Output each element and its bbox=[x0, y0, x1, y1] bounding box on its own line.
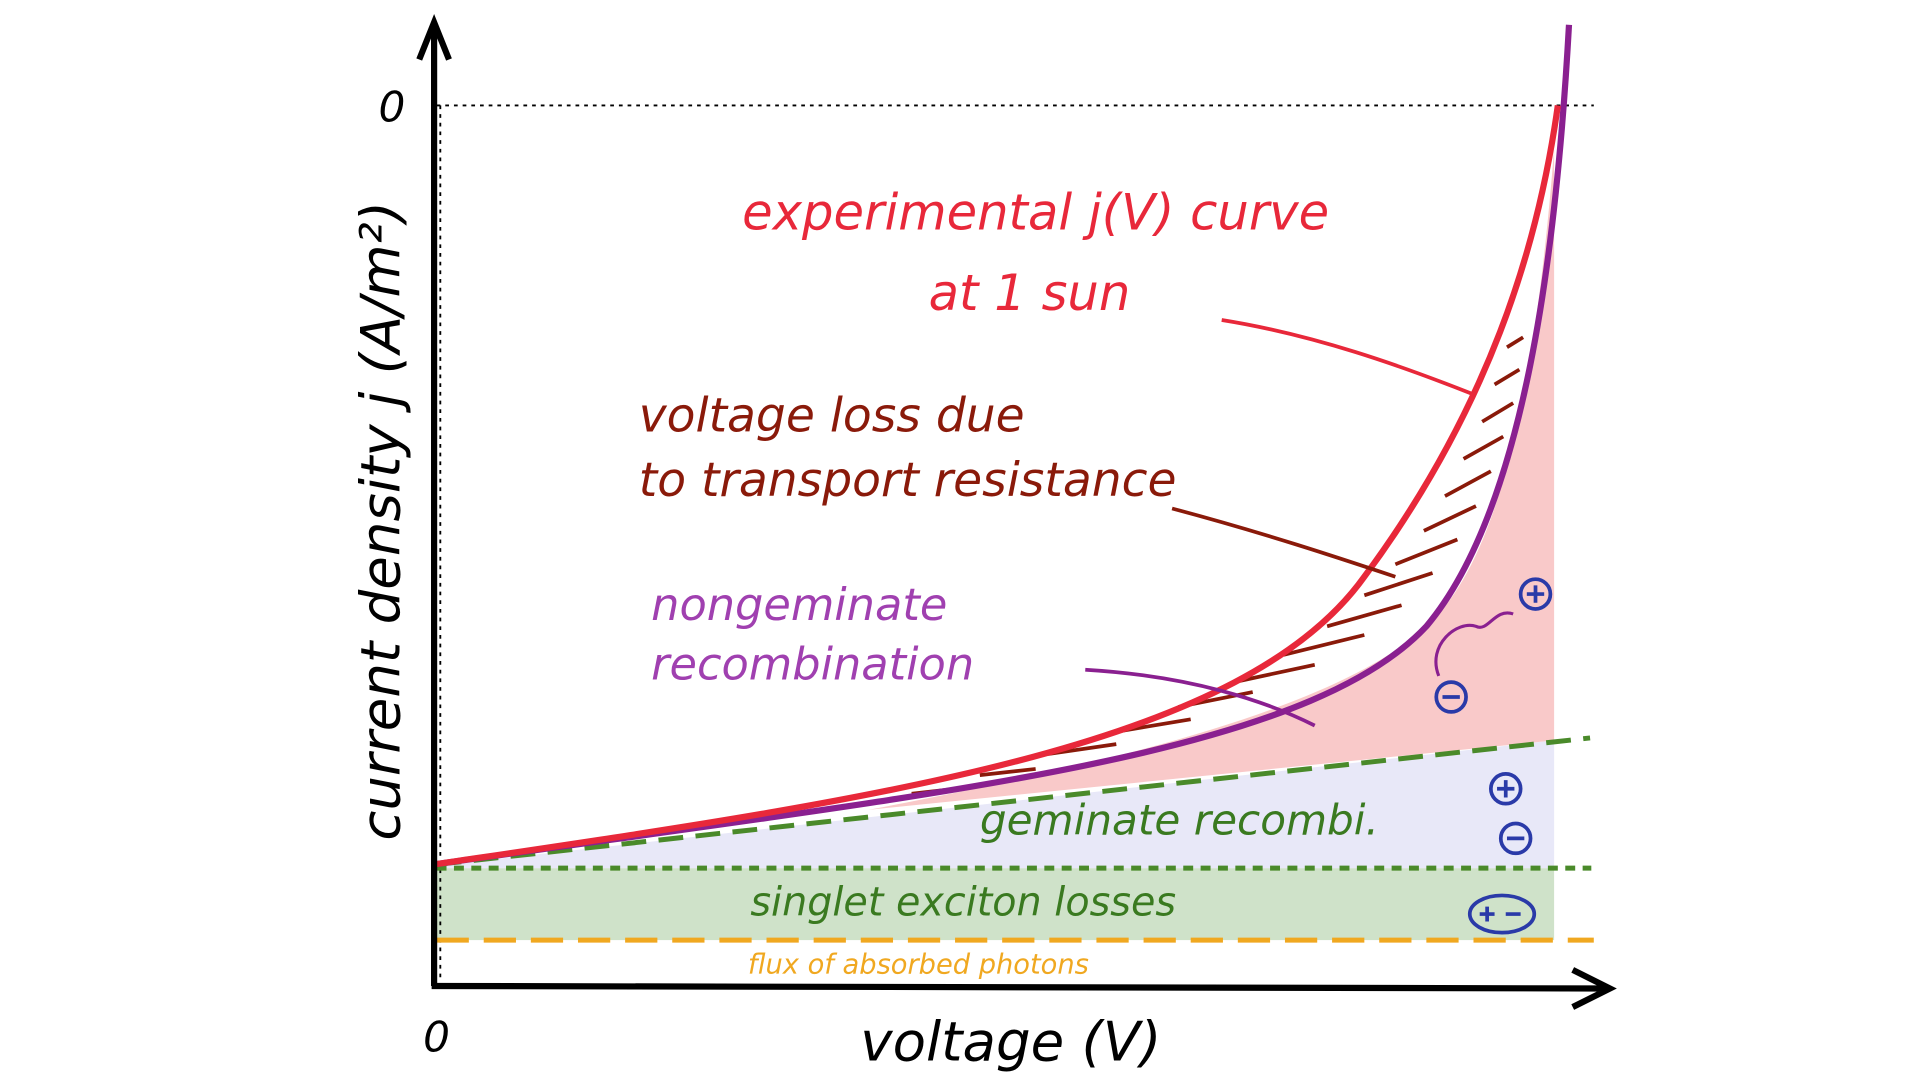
x-axis-label: voltage (V) bbox=[860, 1009, 1161, 1073]
singlet-label: singlet exciton losses bbox=[750, 879, 1176, 925]
experimental-label: at 1 sun bbox=[929, 264, 1131, 322]
transport-hatch bbox=[911, 335, 1525, 796]
nongeminate-pointer bbox=[1085, 667, 1316, 728]
experimental-curve bbox=[433, 104, 1561, 868]
charge-path bbox=[1434, 611, 1514, 677]
y-axis bbox=[416, 13, 452, 986]
singlet-region bbox=[436, 868, 1555, 941]
x-origin: 0 bbox=[423, 1013, 450, 1062]
nongeminate-label: recombination bbox=[651, 639, 974, 691]
experimental-pointer bbox=[1221, 318, 1475, 397]
flux-label: flux of absorbed photons bbox=[748, 950, 1089, 981]
transport-label: to transport resistance bbox=[639, 453, 1177, 508]
y-axis-label: current density j (A/m²) bbox=[348, 201, 412, 841]
charge-icons bbox=[1434, 577, 1553, 935]
transport-pointer bbox=[1171, 506, 1396, 579]
nongeminate-region bbox=[868, 148, 1555, 810]
x-axis bbox=[431, 967, 1617, 1010]
y-origin: 0 bbox=[379, 83, 406, 132]
nongeminate-label: nongeminate bbox=[651, 579, 947, 631]
nongeminate-curve bbox=[433, 24, 1573, 868]
geminate-line bbox=[436, 735, 1591, 867]
experimental-label: experimental j(V) curve bbox=[742, 183, 1329, 241]
geminate-label: geminate recombi. bbox=[980, 796, 1379, 845]
transport-label: voltage loss due bbox=[639, 389, 1025, 444]
